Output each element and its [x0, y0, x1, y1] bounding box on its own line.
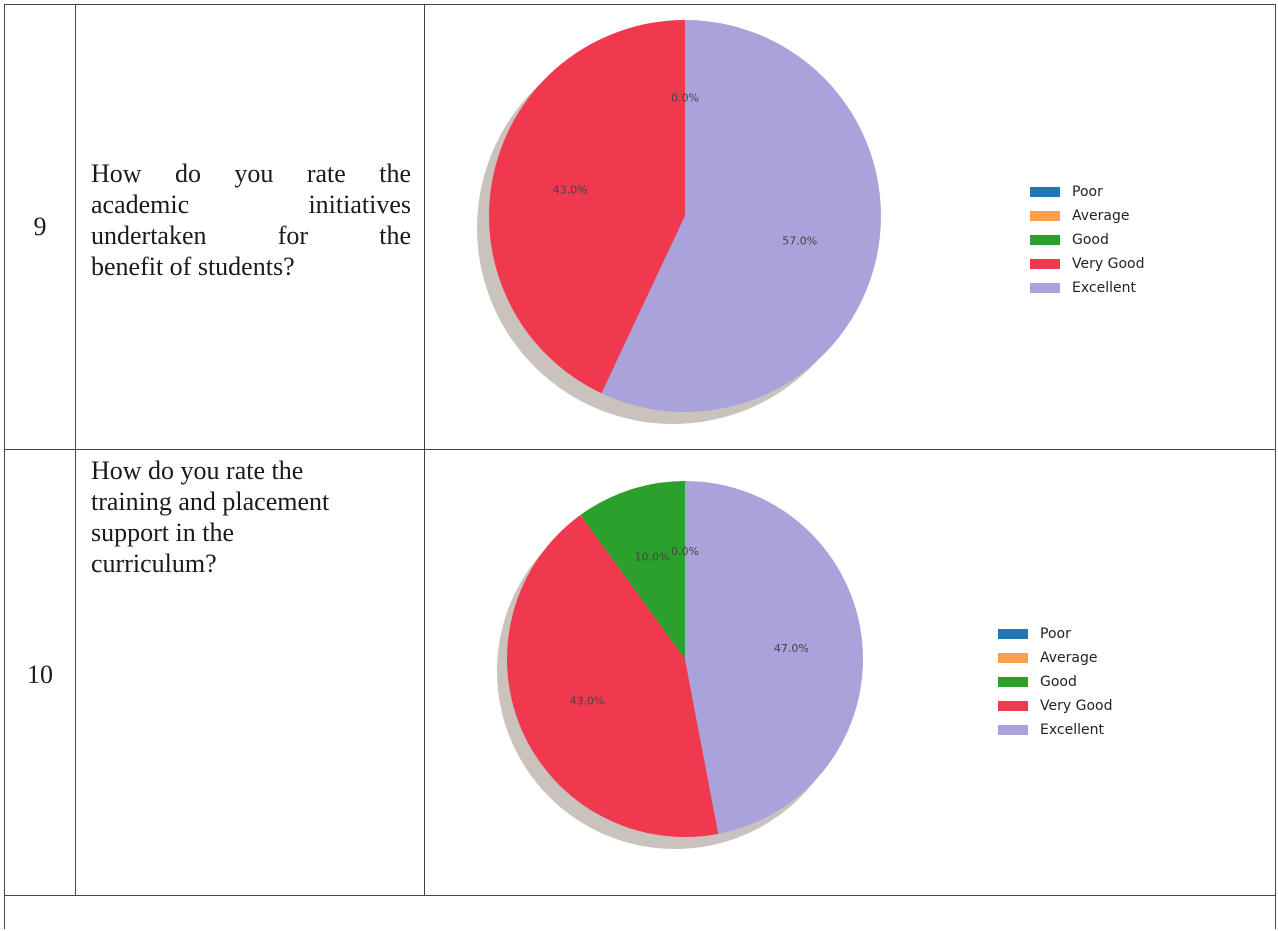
legend-label: Excellent [1040, 722, 1104, 738]
legend-label: Very Good [1072, 256, 1144, 272]
pie-slice-very-good [489, 20, 685, 394]
pie-data-label: 57.0% [782, 235, 817, 248]
table-left-border [4, 4, 5, 929]
legend-label: Average [1072, 208, 1130, 224]
legend-swatch [1030, 187, 1060, 197]
legend-swatch [1030, 259, 1060, 269]
question-line: support in the [91, 518, 234, 547]
legend-swatch [998, 653, 1028, 663]
question-text: How do you rate the training and placeme… [91, 455, 411, 579]
legend-label: Poor [1072, 184, 1103, 200]
table-right-border [1275, 4, 1276, 929]
row-number: 9 [33, 212, 47, 241]
column-divider [75, 4, 76, 895]
pie-slice-very-good [507, 514, 719, 837]
question-text: How do you rate the academic initiatives… [91, 158, 411, 282]
question-line: undertaken for the [91, 221, 411, 250]
legend-swatch [998, 725, 1028, 735]
legend-label: Good [1040, 674, 1077, 690]
question-line: curriculum? [91, 549, 217, 578]
legend-label: Excellent [1072, 280, 1136, 296]
question-line: How do you rate the [91, 159, 411, 188]
pie-slice-excellent [685, 481, 863, 834]
legend-label: Good [1072, 232, 1109, 248]
legend-swatch [1030, 211, 1060, 221]
legend-swatch [998, 701, 1028, 711]
legend-swatch [998, 629, 1028, 639]
question-line: training and placement [91, 487, 330, 516]
column-divider [424, 4, 425, 895]
pie-chart-academic-initiatives: 0.0% 43.0% 57.0% Poor Average Good Very Good Ex… [477, 20, 1144, 424]
pie-data-label: 43.0% [570, 694, 605, 707]
pie-data-label: 10.0% [635, 550, 670, 563]
legend-swatch [998, 677, 1028, 687]
pie-chart-training-placement: 0.0%10.0% 43.0% 47.0% Poor Average Good Very G… [497, 481, 1112, 849]
pie-data-label: 0.0% [671, 91, 699, 104]
question-line: How do you rate the [91, 456, 304, 485]
row-divider [4, 449, 1275, 450]
row-number: 10 [27, 660, 53, 689]
legend-label: Poor [1040, 626, 1071, 642]
pie-data-label: 0.0% [671, 545, 699, 558]
legend-label: Very Good [1040, 698, 1112, 714]
pie-data-label: 43.0% [553, 183, 588, 196]
table-top-border [4, 4, 1275, 5]
question-line: benefit of students? [91, 252, 295, 281]
row-divider [4, 895, 1275, 896]
question-line: academic initiatives [91, 190, 411, 219]
pie-data-label: 47.0% [774, 642, 809, 655]
pie-slice-excellent [601, 20, 881, 412]
legend-swatch [1030, 235, 1060, 245]
legend-label: Average [1040, 650, 1098, 666]
legend-swatch [1030, 283, 1060, 293]
pie-slice-good [580, 481, 685, 659]
